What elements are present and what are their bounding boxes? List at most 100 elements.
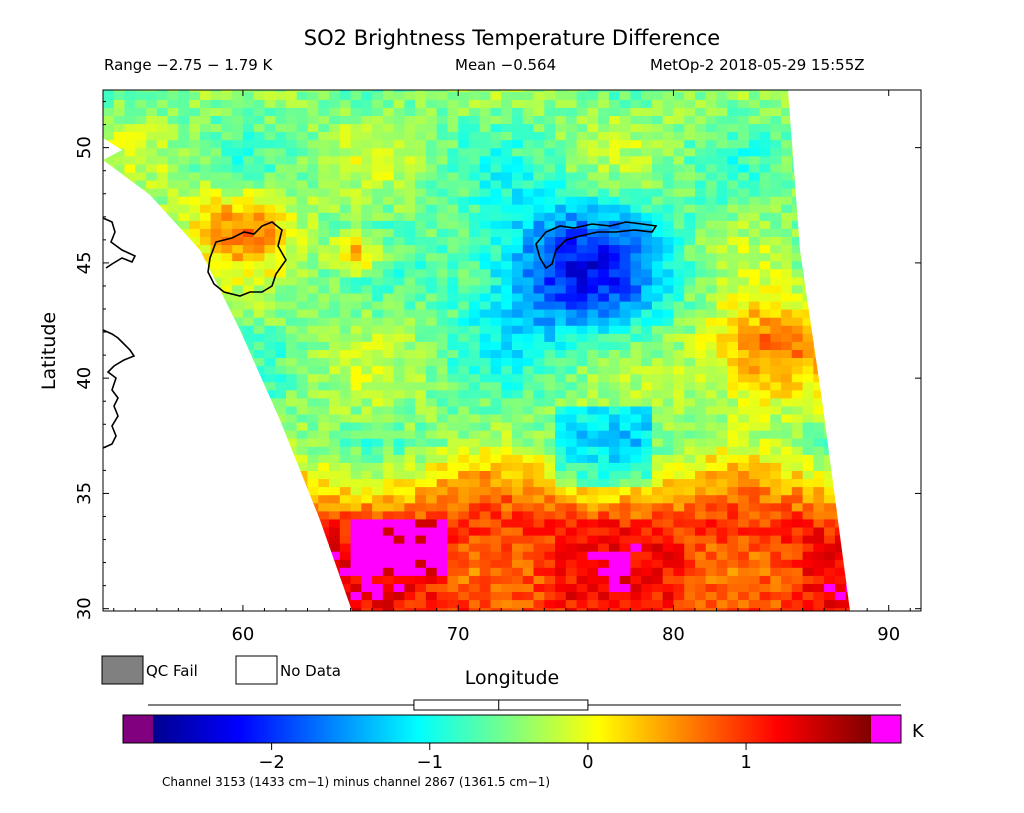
heatmap-cell <box>135 123 147 133</box>
heatmap-cell <box>684 422 696 431</box>
heatmap-cell <box>350 389 362 399</box>
heatmap-cell <box>415 196 427 205</box>
heatmap-cell <box>867 107 878 116</box>
heatmap-cell <box>802 534 814 544</box>
heatmap-cell <box>781 526 793 536</box>
heatmap-cell <box>662 454 675 463</box>
heatmap-cell <box>791 438 804 447</box>
heatmap-cell <box>415 389 427 399</box>
heatmap-cell <box>458 220 470 229</box>
heatmap-cell <box>522 107 535 116</box>
heatmap-cell <box>856 261 867 270</box>
heatmap-cell <box>770 438 782 447</box>
heatmap-cell <box>651 163 664 173</box>
heatmap-cell <box>458 438 470 447</box>
heatmap-cell <box>544 188 556 197</box>
heatmap-cell <box>878 115 889 124</box>
heatmap-cell <box>662 510 675 520</box>
heatmap-cell <box>641 478 653 488</box>
heatmap-cell <box>167 349 179 358</box>
heatmap-cell <box>856 446 867 455</box>
heatmap-cell <box>146 518 158 528</box>
heatmap-cell <box>533 518 545 528</box>
heatmap-cell <box>770 518 782 528</box>
heatmap-cell <box>673 115 685 125</box>
heatmap-cell <box>727 204 739 213</box>
heatmap-cell <box>135 510 147 520</box>
heatmap-cell <box>565 575 578 584</box>
heatmap-cell <box>889 293 900 302</box>
heatmap-cell <box>146 551 158 560</box>
heatmap-cell <box>587 341 599 350</box>
heatmap-cell <box>673 438 685 447</box>
heatmap-cell <box>867 543 878 552</box>
heatmap-cell <box>146 526 158 536</box>
heatmap-cell <box>910 470 921 479</box>
heatmap-cell <box>296 534 309 544</box>
heatmap-cell <box>512 373 524 383</box>
heatmap-cell <box>501 357 513 367</box>
heatmap-cell <box>608 494 621 504</box>
heatmap-cell <box>124 204 136 213</box>
heatmap-cell <box>619 292 631 302</box>
heatmap-cell <box>382 155 395 165</box>
heatmap-cell <box>900 115 911 124</box>
heatmap-cell <box>759 268 771 278</box>
heatmap-cell <box>135 413 147 423</box>
heatmap-cell <box>189 123 201 133</box>
heatmap-cell <box>199 413 212 423</box>
heatmap-cell <box>748 518 761 528</box>
heatmap-cell <box>372 90 384 92</box>
heatmap-cell <box>307 551 319 560</box>
heatmap-cell <box>350 510 362 520</box>
heatmap-cell <box>791 413 804 423</box>
heatmap-cell <box>458 204 470 213</box>
heatmap-cell <box>727 292 739 302</box>
heatmap-cell <box>727 252 739 262</box>
heatmap-cell <box>425 244 438 254</box>
heatmap-cell <box>641 599 653 609</box>
heatmap-cell <box>404 518 416 528</box>
heatmap-cell <box>382 179 395 189</box>
heatmap-cell <box>512 204 524 213</box>
heatmap-cell <box>501 430 513 439</box>
heatmap-cell <box>834 518 847 528</box>
heatmap-cell <box>221 188 233 197</box>
heatmap-cell <box>695 228 707 237</box>
heatmap-cell <box>856 253 867 262</box>
heatmap-cell <box>555 446 567 455</box>
heatmap-cell <box>393 333 405 342</box>
heatmap-cell <box>834 551 847 560</box>
heatmap-cell <box>350 365 362 375</box>
heatmap-cell <box>641 147 653 157</box>
heatmap-cell <box>329 147 341 157</box>
heatmap-cell <box>156 292 169 302</box>
heatmap-cell <box>856 600 867 609</box>
heatmap-cell <box>791 397 804 407</box>
heatmap-cell <box>468 236 481 246</box>
heatmap-cell <box>651 591 664 601</box>
heatmap-cell <box>791 309 804 318</box>
heatmap-cell <box>189 268 201 278</box>
heatmap-cell <box>468 107 481 116</box>
heatmap-cell <box>791 365 804 375</box>
heatmap-cell <box>555 228 567 237</box>
heatmap-cell <box>253 373 266 383</box>
heatmap-cell <box>759 494 771 504</box>
heatmap-cell <box>738 518 750 528</box>
heatmap-cell <box>856 495 867 504</box>
heatmap-cell <box>490 381 502 391</box>
heatmap-cell <box>167 591 179 601</box>
heatmap-cell <box>178 123 190 133</box>
heatmap-cell <box>630 607 642 611</box>
heatmap-cell <box>867 567 878 576</box>
heatmap-cell <box>275 276 287 286</box>
heatmap-cell <box>286 107 298 116</box>
heatmap-cell <box>533 317 545 326</box>
heatmap-cell <box>393 349 405 358</box>
heatmap-cell <box>275 422 287 431</box>
heatmap-cell <box>770 300 782 310</box>
heatmap-cell <box>662 543 675 552</box>
heatmap-cell <box>695 115 707 125</box>
heatmap-cell <box>716 430 728 439</box>
